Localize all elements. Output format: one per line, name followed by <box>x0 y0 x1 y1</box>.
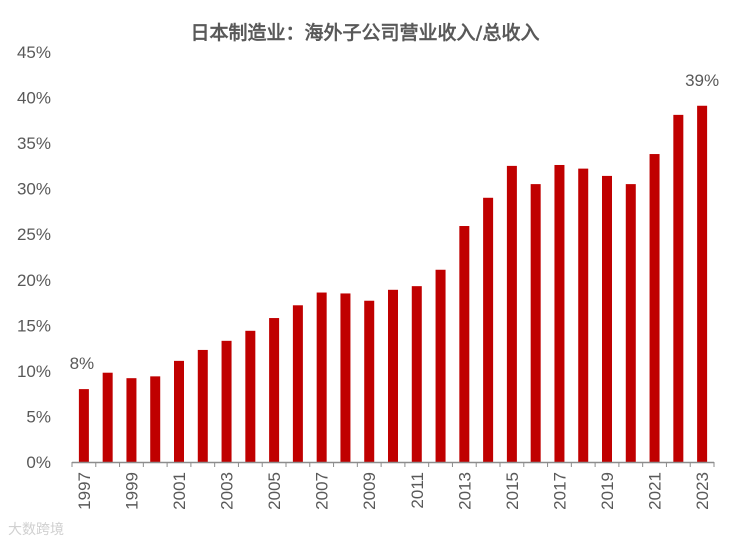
bar <box>649 154 660 463</box>
x-tick-label: 2005 <box>265 472 284 510</box>
x-tick-label: 2017 <box>550 472 569 510</box>
y-tick-label: 25% <box>17 225 51 244</box>
bar <box>673 114 684 462</box>
y-tick-label: 45% <box>17 43 51 62</box>
y-tick-label: 0% <box>26 453 51 472</box>
bar <box>411 286 422 462</box>
x-tick-label: 2015 <box>503 472 522 510</box>
y-tick-label: 10% <box>17 362 51 381</box>
bar <box>483 197 494 462</box>
x-tick-label: 2013 <box>455 472 474 510</box>
y-tick-label: 35% <box>17 134 51 153</box>
bar <box>221 340 232 462</box>
watermark-text: 大数跨境 <box>8 522 64 538</box>
data-label-first: 8% <box>70 354 95 373</box>
x-tick-label: 2019 <box>598 472 617 510</box>
bar <box>578 168 589 462</box>
bar <box>602 175 612 462</box>
x-axis <box>71 461 715 467</box>
bar <box>340 293 351 462</box>
data-label-last: 39% <box>685 71 719 90</box>
bar <box>78 389 89 462</box>
bar <box>364 300 375 462</box>
bar <box>459 226 470 462</box>
x-axis-ticks: 1997 1999 2001 2003 2005 2007 2009 2011 2013 2015… <box>75 472 712 510</box>
bar <box>174 360 184 462</box>
bar <box>435 269 446 462</box>
bar <box>554 164 565 462</box>
x-tick-label: 2009 <box>360 472 379 510</box>
bar <box>126 378 137 462</box>
bar <box>269 318 280 462</box>
y-tick-label: 15% <box>17 316 51 335</box>
x-tick-label: 2001 <box>170 472 189 510</box>
x-tick-label: 2003 <box>218 472 237 510</box>
x-tick-label: 2011 <box>408 472 427 509</box>
bar <box>197 349 208 462</box>
bar <box>292 305 303 462</box>
data-labels: 8% 39% <box>70 71 720 373</box>
bar <box>102 372 113 462</box>
x-tick-label: 2023 <box>693 472 712 510</box>
x-tick-label: 2021 <box>646 472 665 510</box>
bar <box>530 184 541 462</box>
bars <box>78 105 708 463</box>
y-tick-label: 30% <box>17 180 51 199</box>
bar <box>150 376 161 462</box>
x-tick-label: 2007 <box>313 472 332 510</box>
y-tick-label: 40% <box>17 89 51 108</box>
x-tick-label: 1997 <box>75 472 94 510</box>
bar <box>388 289 398 462</box>
y-tick-label: 5% <box>26 407 51 426</box>
bar <box>245 330 256 462</box>
x-tick-label: 1999 <box>122 472 141 510</box>
bar <box>697 105 708 462</box>
bar <box>506 165 517 462</box>
y-tick-label: 20% <box>17 271 51 290</box>
bar <box>625 184 636 462</box>
y-axis-ticks: 0% 5% 10% 15% 20% 25% 30% 35% 40% 45% <box>17 43 51 472</box>
chart-title: 日本制造业：海外子公司营业收入/总收入 <box>190 22 540 44</box>
bar <box>316 292 327 462</box>
